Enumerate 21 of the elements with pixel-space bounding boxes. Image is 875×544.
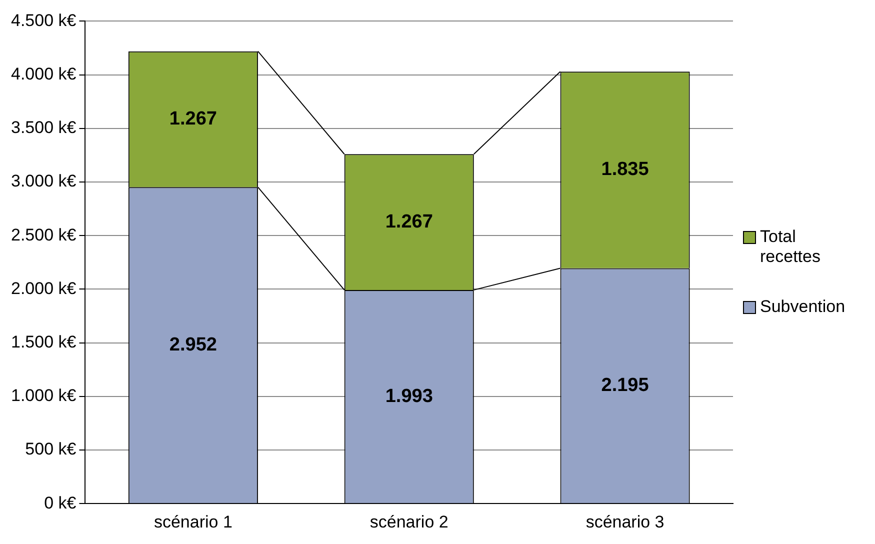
y-tick-label: 1.000 k€ [10,386,77,406]
legend-label: Subvention [760,297,846,317]
y-tick-label: 0 k€ [44,493,77,512]
y-tick-label: 3.500 k€ [10,118,77,138]
y-tick-label: 500 k€ [25,440,77,459]
x-tick-label: scénario 3 [586,512,664,532]
y-tick-label: 2.500 k€ [10,225,77,244]
x-tick-label: scénario 2 [370,512,448,532]
y-tick-label: 2.000 k€ [10,278,77,298]
text: 1.267 [169,108,217,130]
text: 2.952 [169,334,217,356]
text: 1.267 [385,211,433,232]
y-tick-label: 4.000 k€ [10,64,77,84]
y-tick-label: 4.500 k€ [10,10,77,30]
y-tick-label: 1.500 k€ [10,332,77,352]
text: 2.195 [601,374,649,396]
x-tick-label: scénario 1 [154,512,232,532]
text: 1.993 [385,386,433,407]
text: 1.835 [601,159,649,180]
legend-label: Total recettes [760,227,822,267]
y-tick-label: 3.000 k€ [10,172,77,191]
